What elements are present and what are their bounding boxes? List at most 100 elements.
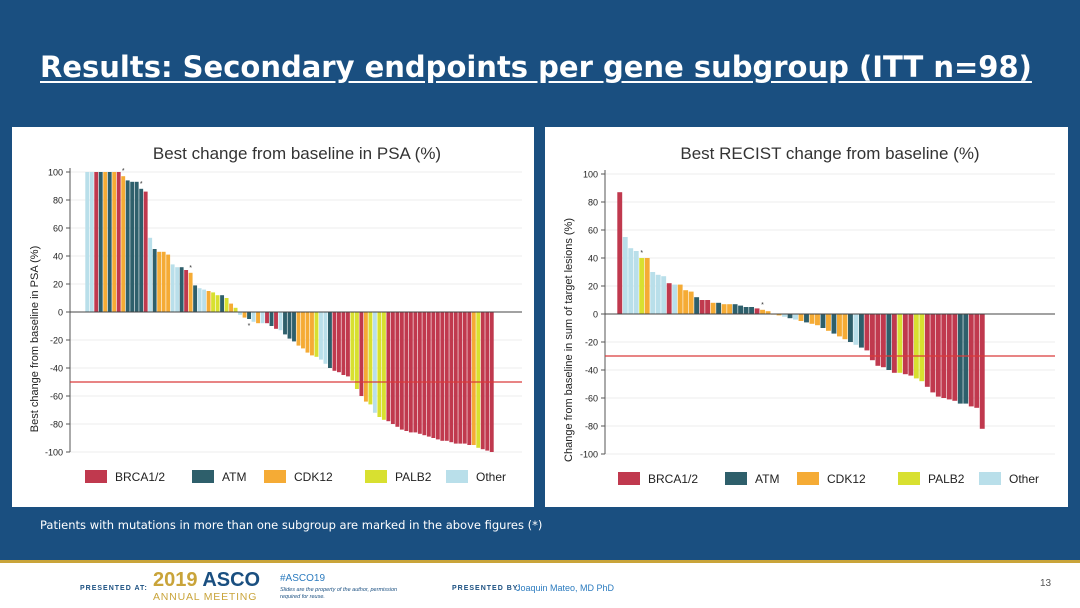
psa-bar bbox=[112, 172, 117, 312]
psa-bar bbox=[292, 312, 296, 342]
psa-bar bbox=[251, 312, 256, 322]
psa-bar bbox=[233, 307, 238, 312]
psa-bar bbox=[184, 270, 189, 312]
asco-logo: 2019 ASCO bbox=[153, 569, 260, 592]
recist-y-tick-label: -20 bbox=[585, 338, 598, 348]
recist-bar bbox=[628, 248, 634, 314]
psa-y-tick-label: 80 bbox=[53, 196, 63, 206]
recist-bar bbox=[864, 314, 870, 351]
recist-bar bbox=[837, 314, 842, 337]
psa-bar bbox=[89, 172, 94, 312]
recist-bar bbox=[683, 290, 689, 314]
psa-y-tick-label: 100 bbox=[48, 168, 63, 178]
recist-bar bbox=[760, 309, 765, 314]
presented-by-label: PRESENTED BY: bbox=[452, 585, 522, 592]
psa-bar bbox=[85, 172, 90, 312]
recist-bar bbox=[952, 314, 958, 401]
psa-bar bbox=[332, 312, 337, 371]
psa-bar bbox=[341, 312, 346, 375]
psa-bar bbox=[404, 312, 409, 431]
recist-bar bbox=[716, 302, 722, 314]
asco-logo-subtitle: ANNUAL MEETING bbox=[153, 591, 258, 603]
psa-bar bbox=[359, 312, 364, 396]
psa-bar bbox=[278, 312, 283, 331]
recist-bar bbox=[782, 314, 787, 317]
psa-bar bbox=[449, 312, 454, 443]
recist-chart-panel: Best RECIST change from baseline (%) Cha… bbox=[545, 127, 1068, 507]
psa-bar bbox=[287, 312, 292, 339]
asco-logo-year: 2019 bbox=[153, 569, 198, 591]
recist-bar bbox=[897, 314, 903, 373]
psa-bar bbox=[134, 181, 139, 312]
slide-title: Results: Secondary endpoints per gene su… bbox=[40, 50, 1032, 84]
psa-bar bbox=[220, 295, 225, 312]
recist-bar bbox=[880, 314, 886, 368]
recist-bar bbox=[820, 314, 826, 328]
psa-bar bbox=[139, 188, 144, 312]
slide-number: 13 bbox=[1040, 578, 1052, 589]
psa-bar bbox=[98, 172, 103, 312]
psa-bar bbox=[444, 312, 449, 441]
psa-bar bbox=[130, 181, 135, 312]
psa-bar bbox=[179, 267, 184, 312]
psa-bar bbox=[363, 312, 368, 402]
psa-bar bbox=[202, 289, 207, 312]
psa-bar bbox=[354, 312, 359, 389]
psa-y-tick-label: -40 bbox=[50, 364, 63, 374]
psa-y-tick-label: -60 bbox=[50, 392, 63, 402]
psa-bar bbox=[215, 295, 220, 312]
footnote: Patients with mutations in more than one… bbox=[40, 518, 543, 532]
psa-bar bbox=[368, 312, 373, 405]
recist-y-tick-label: 60 bbox=[588, 226, 598, 236]
recist-y-tick-label: -80 bbox=[585, 422, 598, 432]
recist-bar bbox=[787, 314, 793, 319]
psa-bar bbox=[422, 312, 427, 436]
recist-legend-swatch bbox=[898, 472, 920, 485]
recist-legend-label: PALB2 bbox=[928, 472, 965, 486]
psa-legend-label: Other bbox=[476, 470, 506, 484]
recist-bar bbox=[963, 314, 969, 404]
recist-bar bbox=[875, 314, 881, 366]
psa-bar bbox=[323, 312, 328, 364]
recist-bar bbox=[804, 314, 809, 323]
psa-bar bbox=[283, 312, 287, 335]
psa-legend-swatch bbox=[192, 470, 214, 483]
recist-bar bbox=[853, 314, 859, 345]
psa-bar bbox=[206, 291, 211, 312]
psa-multi-subgroup-star: * bbox=[122, 168, 125, 175]
recist-bar bbox=[826, 314, 831, 331]
psa-bar bbox=[211, 292, 216, 312]
recist-bar bbox=[650, 272, 656, 314]
psa-bar bbox=[116, 172, 121, 312]
recist-bar bbox=[633, 251, 639, 314]
recist-bar bbox=[847, 314, 853, 342]
recist-bar bbox=[688, 291, 694, 314]
psa-y-axis-label: Best change from baseline in PSA (%) bbox=[29, 246, 41, 432]
recist-bar bbox=[710, 302, 716, 314]
recist-y-tick-label: 40 bbox=[588, 254, 598, 264]
recist-legend-label: Other bbox=[1009, 472, 1039, 486]
recist-bar bbox=[957, 314, 963, 404]
recist-bar bbox=[930, 314, 936, 393]
recist-bar bbox=[935, 314, 941, 397]
psa-legend-label: BRCA1/2 bbox=[115, 470, 165, 484]
recist-waterfall-chart: Best RECIST change from baseline (%) Cha… bbox=[563, 144, 1055, 486]
psa-y-tick-label: -100 bbox=[45, 448, 63, 458]
psa-bar bbox=[143, 191, 148, 312]
recist-bar bbox=[617, 192, 623, 314]
psa-bar bbox=[399, 312, 404, 430]
psa-bar bbox=[170, 264, 175, 312]
recist-bar bbox=[858, 314, 864, 348]
psa-bar bbox=[413, 312, 418, 433]
psa-bar bbox=[453, 312, 458, 444]
psa-bar bbox=[296, 312, 301, 346]
psa-bar bbox=[305, 312, 310, 353]
recist-legend-label: ATM bbox=[755, 472, 779, 486]
presented-at-label: PRESENTED AT: bbox=[80, 585, 148, 592]
psa-legend-swatch bbox=[365, 470, 387, 483]
psa-bar bbox=[148, 237, 153, 312]
recist-bar bbox=[754, 308, 760, 314]
psa-bar bbox=[197, 288, 202, 312]
psa-bar bbox=[121, 176, 126, 312]
psa-bar bbox=[274, 312, 278, 329]
